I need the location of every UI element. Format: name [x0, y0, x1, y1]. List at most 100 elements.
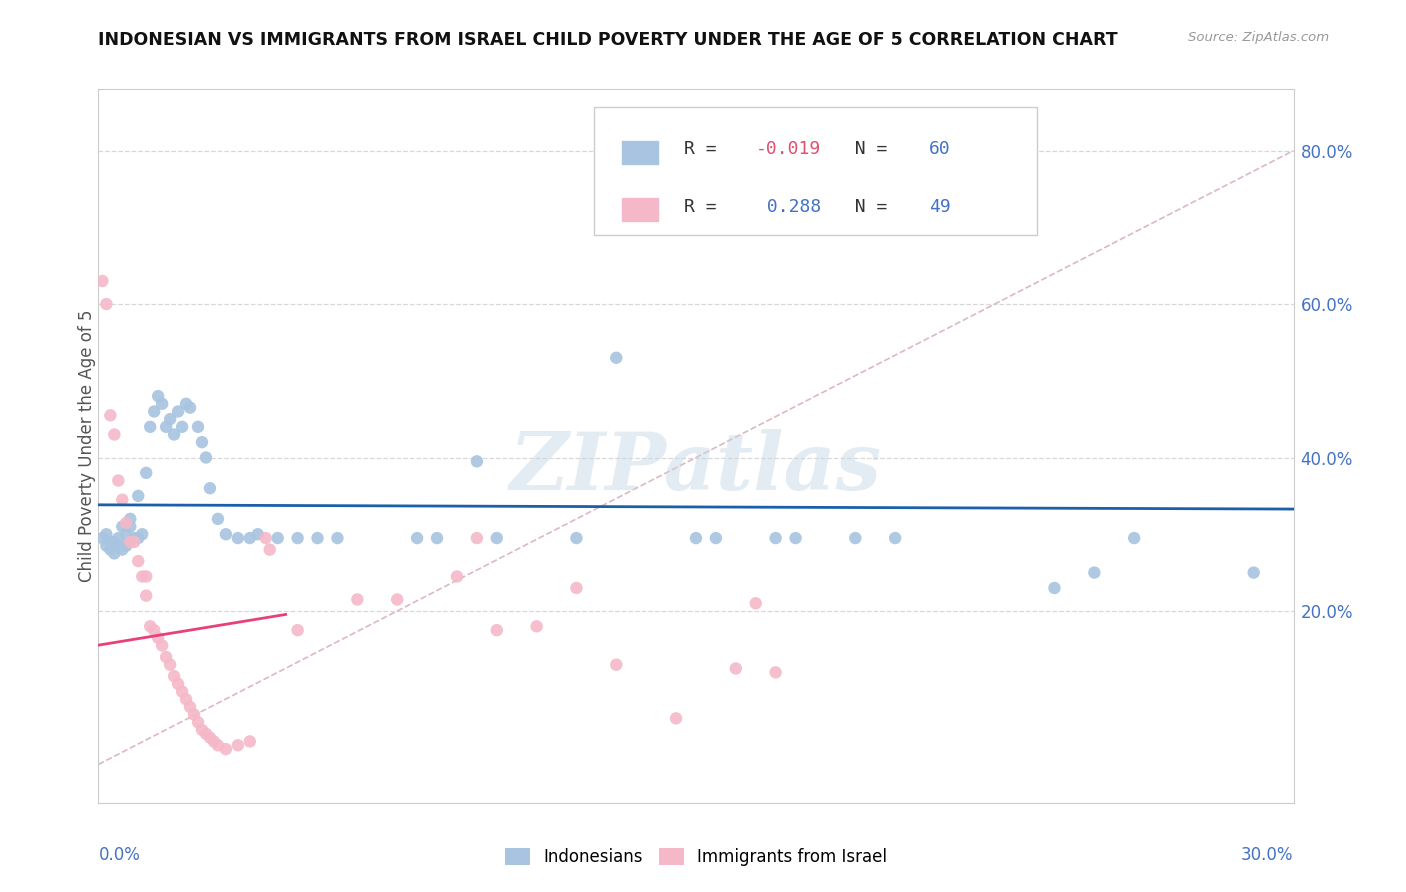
Point: [143, 623, 166, 637]
Point: [198, 731, 221, 745]
Point: [346, 592, 368, 607]
Point: [100, 409, 122, 423]
Point: [174, 397, 197, 411]
Point: [485, 531, 508, 545]
Point: [127, 489, 149, 503]
Point: [187, 715, 209, 730]
Point: [107, 474, 129, 488]
Point: [246, 527, 269, 541]
Point: [115, 527, 138, 541]
Point: [120, 519, 142, 533]
Point: [207, 738, 229, 752]
Point: [120, 535, 142, 549]
Point: [155, 419, 177, 434]
Text: R =: R =: [685, 141, 727, 159]
Point: [139, 419, 162, 434]
Text: N =: N =: [834, 197, 898, 216]
Point: [96, 539, 118, 553]
Point: [96, 297, 118, 311]
Point: [195, 450, 218, 465]
Point: [844, 531, 866, 545]
Point: [485, 623, 508, 637]
Point: [884, 531, 907, 545]
Point: [239, 734, 262, 748]
Point: [526, 619, 548, 633]
Point: [287, 531, 309, 545]
Text: Source: ZipAtlas.com: Source: ZipAtlas.com: [1188, 31, 1329, 45]
Point: [724, 661, 747, 675]
Point: [215, 527, 238, 541]
Point: [167, 404, 190, 418]
Point: [1083, 566, 1105, 580]
Point: [150, 397, 173, 411]
Point: [267, 531, 290, 545]
Point: [259, 542, 281, 557]
Y-axis label: Child Poverty Under the Age of 5: Child Poverty Under the Age of 5: [79, 310, 96, 582]
Point: [207, 512, 229, 526]
Point: [127, 531, 149, 545]
Point: [1123, 531, 1146, 545]
Point: [685, 531, 707, 545]
Point: [148, 389, 170, 403]
Point: [385, 592, 409, 607]
Point: [226, 531, 249, 545]
Point: [111, 542, 134, 557]
FancyBboxPatch shape: [621, 198, 658, 221]
Point: [202, 734, 225, 748]
Point: [195, 727, 218, 741]
Point: [605, 351, 627, 365]
Point: [179, 401, 201, 415]
Point: [91, 274, 114, 288]
FancyBboxPatch shape: [595, 107, 1036, 235]
Point: [745, 596, 768, 610]
FancyBboxPatch shape: [621, 141, 658, 164]
Text: 49: 49: [929, 197, 950, 216]
Point: [565, 581, 588, 595]
Text: INDONESIAN VS IMMIGRANTS FROM ISRAEL CHILD POVERTY UNDER THE AGE OF 5 CORRELATIO: INDONESIAN VS IMMIGRANTS FROM ISRAEL CHI…: [98, 31, 1118, 49]
Text: -0.019: -0.019: [756, 141, 821, 159]
Point: [605, 657, 627, 672]
Point: [159, 657, 181, 672]
Point: [704, 531, 727, 545]
Point: [143, 404, 166, 418]
Point: [1043, 581, 1066, 595]
Point: [465, 531, 488, 545]
Point: [124, 531, 146, 545]
Point: [91, 531, 114, 545]
Point: [665, 711, 688, 725]
Point: [115, 539, 138, 553]
Point: [191, 723, 214, 737]
Point: [183, 707, 205, 722]
Point: [215, 742, 238, 756]
Point: [100, 542, 122, 557]
Point: [426, 531, 449, 545]
Point: [131, 527, 153, 541]
Point: [127, 554, 149, 568]
Text: 60: 60: [929, 141, 950, 159]
Point: [155, 650, 177, 665]
Text: N =: N =: [834, 141, 898, 159]
Text: 0.288: 0.288: [756, 197, 821, 216]
Point: [765, 665, 787, 680]
Point: [172, 419, 194, 434]
Point: [150, 639, 173, 653]
Point: [287, 623, 309, 637]
Point: [785, 531, 807, 545]
Point: [187, 419, 209, 434]
Text: 0.0%: 0.0%: [98, 846, 141, 863]
Legend: Indonesians, Immigrants from Israel: Indonesians, Immigrants from Israel: [505, 847, 887, 866]
Point: [107, 539, 129, 553]
Point: [124, 535, 146, 549]
Point: [172, 684, 194, 698]
Point: [103, 535, 125, 549]
Point: [135, 569, 157, 583]
Point: [115, 516, 138, 530]
Point: [179, 699, 201, 714]
Point: [446, 569, 468, 583]
Point: [198, 481, 221, 495]
Point: [100, 535, 122, 549]
Point: [131, 569, 153, 583]
Point: [159, 412, 181, 426]
Point: [167, 677, 190, 691]
Text: 30.0%: 30.0%: [1241, 846, 1294, 863]
